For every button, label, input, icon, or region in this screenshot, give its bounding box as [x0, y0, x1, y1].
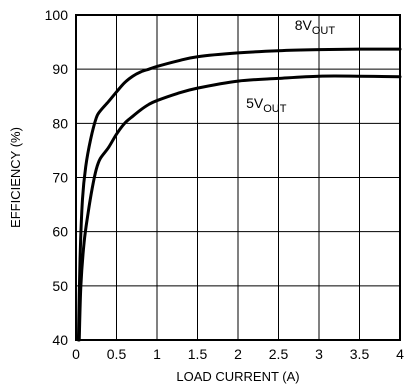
- series-label-8vout: 8VOUT: [295, 17, 336, 37]
- x-tick-label: 4: [396, 346, 404, 362]
- series-label-8vout-sub: OUT: [312, 25, 336, 37]
- series-label-5vout-main: 5V: [246, 95, 264, 111]
- x-tick-label: 1.5: [188, 346, 208, 362]
- series-line-5vout: [77, 74, 402, 342]
- y-axis-label: EFFICIENCY (%): [8, 127, 23, 228]
- y-tick-label: 100: [45, 7, 69, 23]
- x-tick-label: 2: [234, 346, 242, 362]
- y-tick-label: 40: [52, 332, 68, 348]
- y-tick-label: 60: [52, 224, 68, 240]
- series-label-5vout-sub: OUT: [263, 103, 287, 115]
- x-tick-label: 2.5: [269, 346, 289, 362]
- series-label-8vout-main: 8V: [295, 17, 313, 33]
- series-label-5vout: 5VOUT: [246, 95, 287, 115]
- y-tick-label: 80: [52, 115, 68, 131]
- series-layer: [76, 47, 402, 342]
- x-tick-label: 1: [153, 346, 161, 362]
- y-tick-label: 90: [52, 61, 68, 77]
- series-line-8vout: [76, 47, 402, 342]
- y-tick-label: 50: [52, 278, 68, 294]
- x-tick-label: 0: [72, 346, 80, 362]
- x-tick-label: 0.5: [107, 346, 127, 362]
- grid-layer: [76, 15, 400, 340]
- x-tick-label: 3: [315, 346, 323, 362]
- x-axis-label: LOAD CURRENT (A): [176, 369, 299, 384]
- plot-frame: [75, 14, 401, 341]
- y-tick-label: 70: [52, 170, 68, 186]
- tick-labels: 0 0.5 1 1.5 2 2.5 3 3.5 4 40 50 60 70 80 90 100: [45, 7, 404, 362]
- x-tick-label: 3.5: [350, 346, 370, 362]
